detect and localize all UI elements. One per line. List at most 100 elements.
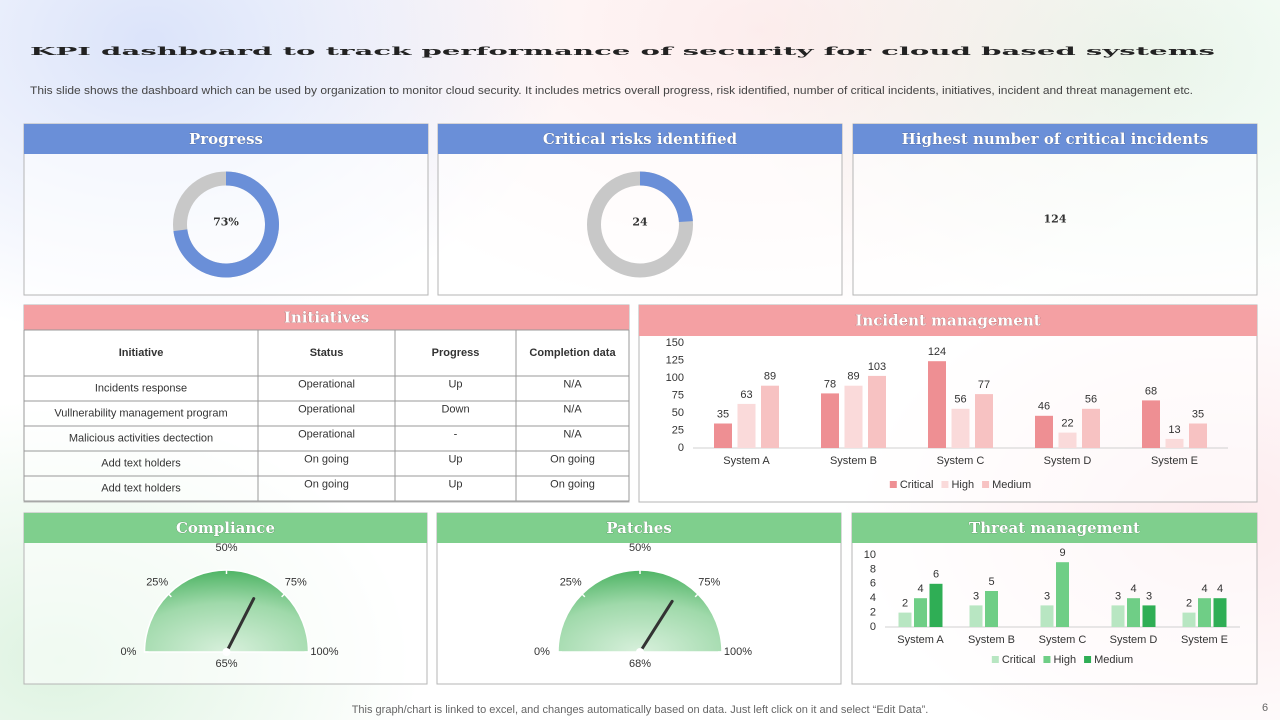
data-label: 4	[1201, 583, 1207, 595]
x-tick-label: System E	[1181, 634, 1228, 646]
bar	[1111, 605, 1125, 627]
x-tick-label: System A	[897, 634, 944, 646]
table-cell: Operational	[298, 378, 355, 390]
bar	[1198, 598, 1211, 627]
data-label: 89	[764, 371, 776, 383]
table-cell: N/A	[563, 428, 582, 440]
gauge-tick	[167, 593, 172, 598]
panel-title: Compliance	[176, 519, 275, 537]
data-label: 68	[1145, 385, 1157, 397]
table-cell: N/A	[563, 378, 582, 390]
gauge-tick-label: 75%	[698, 577, 720, 589]
gauge-hub	[636, 648, 644, 656]
bar	[1035, 415, 1053, 448]
y-tick-label: 75	[672, 389, 684, 401]
table-cell: Vullnerability management program	[54, 407, 227, 419]
data-label: 13	[1168, 424, 1180, 436]
bar	[761, 385, 779, 448]
y-tick-label: 10	[864, 549, 876, 561]
donut-value: 24	[632, 216, 648, 229]
table-header: Progress	[432, 347, 480, 359]
bar	[969, 605, 983, 627]
panel-header	[438, 124, 842, 154]
table-cell: N/A	[563, 403, 582, 415]
gauge-value: 65%	[215, 658, 237, 670]
gauge-tick-label: 0%	[121, 646, 137, 658]
x-tick-label: System D	[1044, 455, 1092, 467]
page-title: KPI dashboard to track performance of se…	[30, 45, 1215, 58]
gauge-face	[143, 569, 310, 653]
gauge-tick-label: 100%	[310, 646, 338, 658]
bar	[1082, 408, 1100, 448]
data-label: 124	[928, 346, 946, 358]
bar	[868, 375, 886, 448]
data-label: 56	[1085, 394, 1097, 406]
donut-arc	[639, 171, 693, 223]
donut-value: 73%	[213, 216, 239, 229]
y-tick-label: 0	[678, 442, 684, 454]
bar	[1142, 605, 1156, 627]
gauge-tick-label: 100%	[724, 646, 752, 658]
legend-label: Medium	[992, 479, 1031, 491]
legend: Critical High Medium	[991, 654, 1133, 666]
data-label: 78	[824, 378, 836, 390]
table-header: Completion data	[529, 347, 616, 359]
data-label: 6	[933, 569, 939, 581]
panel-header	[852, 513, 1257, 543]
data-label: 3	[1044, 590, 1050, 602]
gauge-tick-label: 25%	[146, 577, 168, 589]
panel-header	[437, 513, 841, 543]
data-label: 2	[1186, 598, 1192, 610]
data-label: 4	[1217, 583, 1223, 595]
gauge-tick-label: 0%	[534, 646, 550, 658]
legend-label: High	[951, 479, 974, 491]
panel-header	[24, 124, 428, 154]
data-label: 9	[1059, 547, 1065, 559]
x-tick-label: System A	[723, 455, 770, 467]
gauge-tick	[281, 593, 286, 598]
bar	[1127, 598, 1140, 627]
table-cell: Up	[448, 378, 462, 390]
bar	[929, 583, 943, 627]
data-label: 63	[740, 389, 752, 401]
data-label: 103	[868, 361, 886, 373]
panel-title: Incident management	[855, 312, 1040, 330]
bar	[714, 423, 732, 448]
gauge-tick-label: 50%	[629, 542, 651, 554]
table-cell: Incidents response	[95, 382, 187, 394]
bar	[1056, 562, 1069, 627]
x-tick-label: System B	[968, 634, 1015, 646]
table-header: Status	[310, 347, 344, 359]
data-label: 3	[1115, 590, 1121, 602]
bar	[1165, 438, 1184, 448]
x-tick-label: System C	[937, 455, 985, 467]
gauge-value: 68%	[629, 658, 651, 670]
data-label: 35	[1192, 408, 1204, 420]
legend-swatch	[991, 656, 999, 663]
table-cell: On going	[550, 453, 595, 465]
table-cell: Up	[448, 478, 462, 490]
data-label: 4	[1130, 583, 1136, 595]
bar	[1182, 612, 1196, 627]
table-cell: -	[454, 428, 458, 440]
data-label: 3	[1146, 590, 1152, 602]
bar	[1189, 423, 1207, 448]
data-label: 5	[988, 576, 994, 588]
legend-label: Critical	[900, 479, 934, 491]
legend-swatch	[941, 481, 949, 488]
y-tick-label: 6	[870, 578, 876, 590]
footer-note: This graph/chart is linked to excel, and…	[352, 704, 929, 716]
legend-swatch	[889, 481, 897, 488]
page-subtitle: This slide shows the dashboard which can…	[30, 85, 1193, 97]
panel-header	[639, 305, 1257, 336]
legend-label: Critical	[1002, 654, 1036, 666]
gauge-tick-label: 75%	[285, 577, 307, 589]
table-cell: Add text holders	[101, 482, 181, 494]
page-number: 6	[1262, 702, 1268, 714]
table-cell: On going	[304, 478, 349, 490]
legend-swatch	[1084, 656, 1092, 663]
x-tick-label: System E	[1151, 455, 1198, 467]
y-tick-label: 8	[870, 563, 876, 575]
gauge-tick-label: 50%	[215, 542, 237, 554]
table-cell: Down	[441, 403, 469, 415]
